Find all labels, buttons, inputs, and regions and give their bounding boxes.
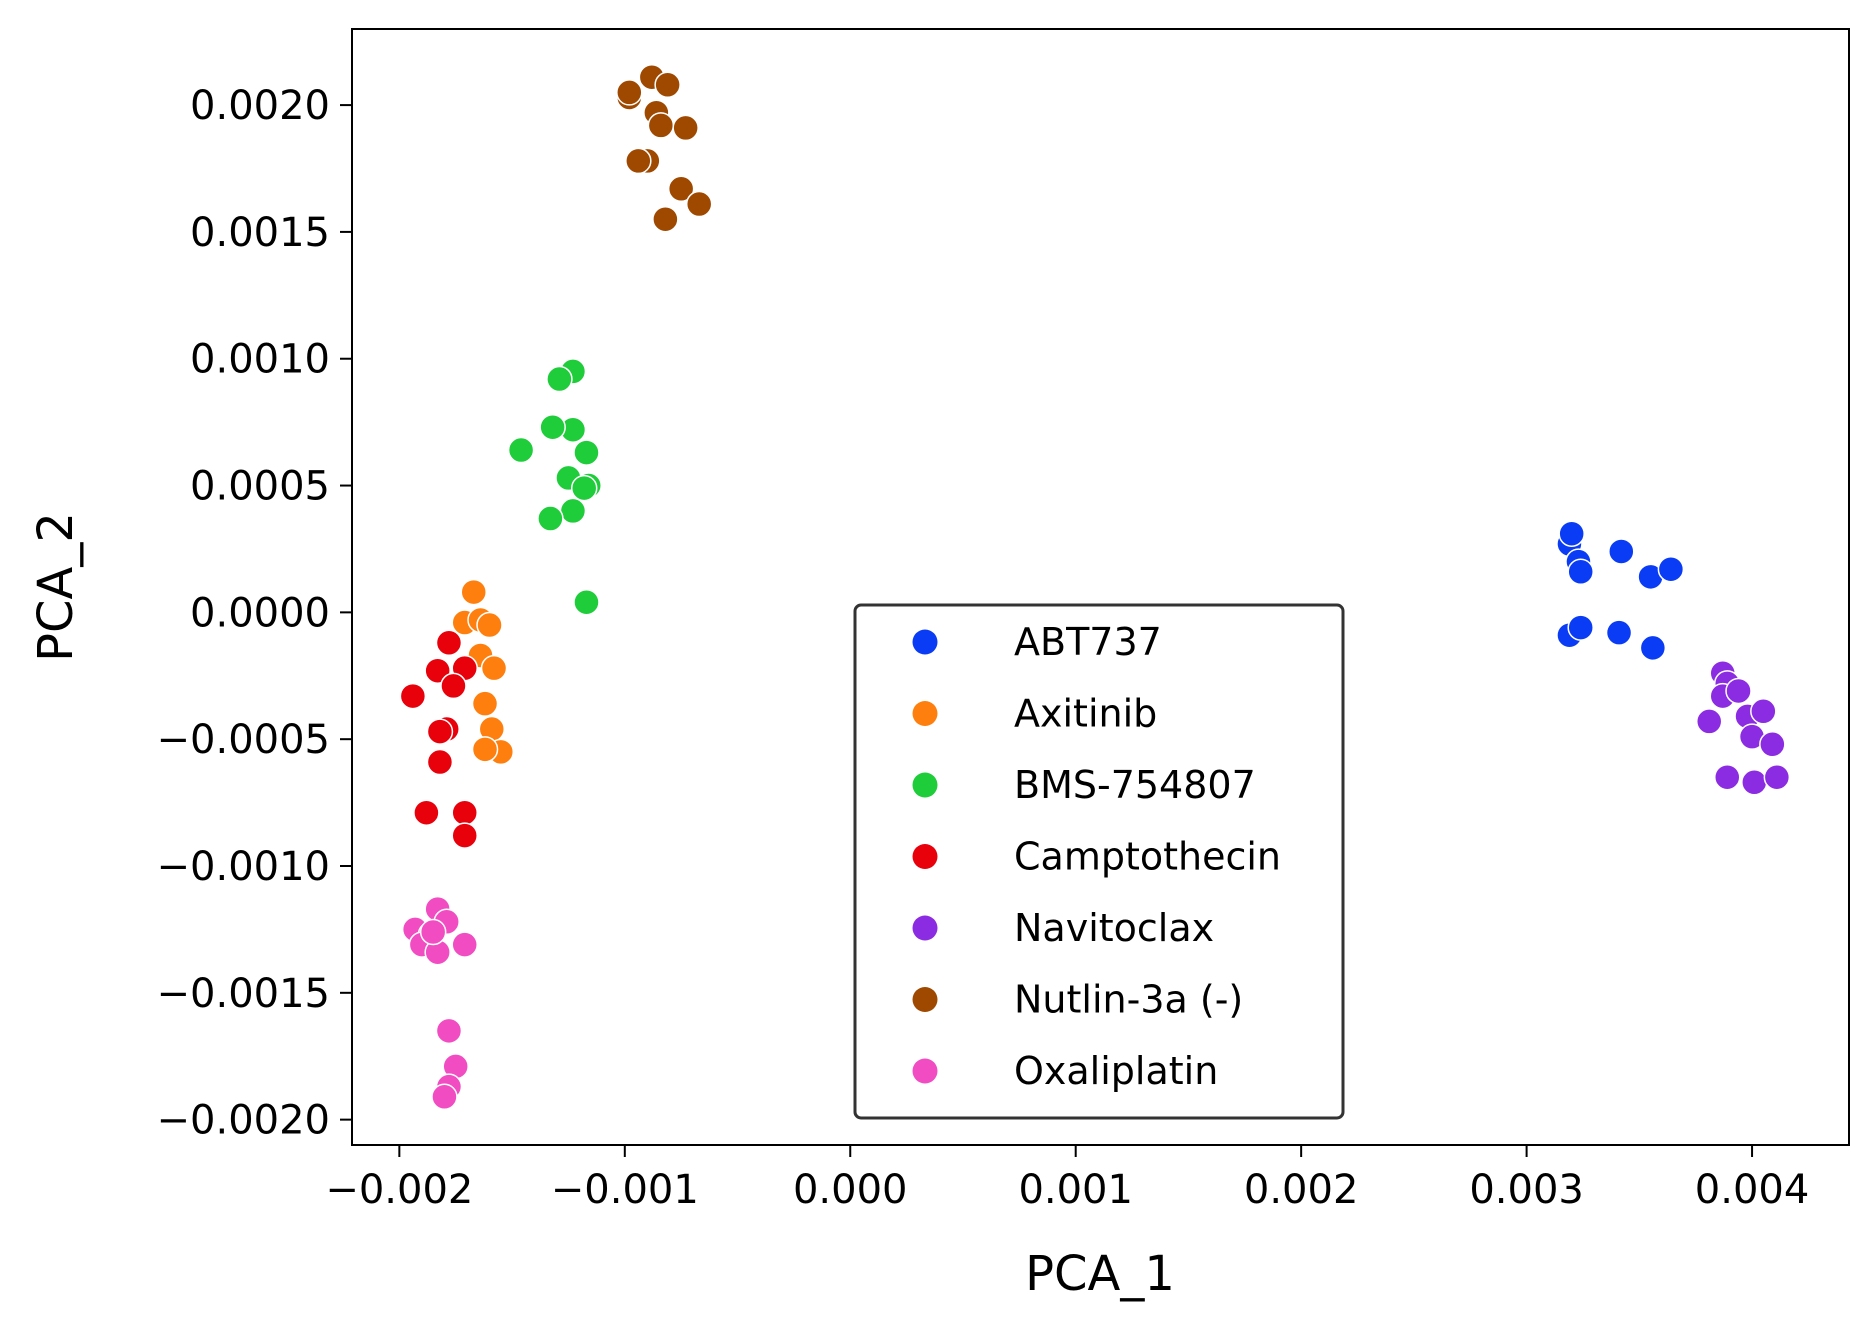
data-point bbox=[625, 147, 652, 175]
y-tick-label: 0.0000 bbox=[190, 590, 330, 636]
data-point bbox=[451, 799, 478, 826]
y-tick-label: −0.0020 bbox=[157, 1098, 330, 1144]
legend-label: ABT737 bbox=[1014, 620, 1162, 664]
data-point bbox=[507, 436, 535, 464]
data-point bbox=[1714, 763, 1741, 791]
series-2 bbox=[507, 358, 602, 616]
data-point bbox=[1567, 558, 1594, 586]
data-point bbox=[1605, 619, 1633, 646]
data-point bbox=[426, 748, 454, 776]
points-layer bbox=[399, 63, 1791, 1111]
legend-label: Camptothecin bbox=[1014, 835, 1281, 879]
data-point bbox=[451, 931, 478, 958]
y-tick-label: −0.0005 bbox=[157, 717, 330, 763]
data-point bbox=[685, 190, 713, 218]
legend-marker bbox=[912, 1058, 938, 1084]
data-point bbox=[1558, 520, 1585, 547]
data-point bbox=[413, 799, 440, 826]
legend: ABT737 Axitinib BMS-754807 Camptothecin Navi… bbox=[853, 603, 1345, 1120]
data-point bbox=[1695, 708, 1723, 735]
legend-marker bbox=[912, 629, 938, 655]
data-point bbox=[460, 578, 487, 606]
legend-box bbox=[853, 603, 1345, 1120]
series-0 bbox=[1556, 520, 1685, 662]
y-tick-label: 0.0010 bbox=[190, 337, 330, 383]
x-tick-label: −0.001 bbox=[551, 1167, 699, 1213]
data-point bbox=[616, 79, 643, 106]
data-point bbox=[476, 611, 503, 639]
data-point bbox=[652, 205, 679, 233]
data-point bbox=[1725, 677, 1752, 705]
series-6 bbox=[401, 895, 478, 1111]
data-point bbox=[440, 672, 467, 700]
data-point bbox=[480, 654, 508, 682]
data-point bbox=[559, 497, 587, 525]
data-point bbox=[1639, 634, 1667, 662]
x-tick-label: 0.000 bbox=[793, 1167, 908, 1213]
legend-label: BMS-754807 bbox=[1014, 763, 1256, 807]
series-3 bbox=[399, 629, 478, 849]
data-point bbox=[471, 690, 499, 717]
series-5 bbox=[616, 63, 713, 233]
legend-marker bbox=[912, 987, 938, 1012]
legend-label: Axitinib bbox=[1014, 692, 1157, 736]
legend-marker bbox=[912, 915, 938, 941]
y-tick-label: 0.0020 bbox=[190, 83, 330, 129]
legend-marker bbox=[912, 701, 938, 726]
legend-label: Nutlin-3a (-) bbox=[1014, 978, 1243, 1022]
data-point bbox=[431, 1083, 458, 1111]
legend-label: Navitoclax bbox=[1014, 906, 1214, 950]
data-point bbox=[537, 505, 564, 532]
x-axis-label: PCA_1 bbox=[1025, 1246, 1175, 1302]
data-point bbox=[672, 114, 699, 142]
y-tick-label: 0.0005 bbox=[190, 464, 330, 510]
data-point bbox=[1750, 698, 1777, 725]
data-point bbox=[570, 474, 598, 502]
data-point bbox=[1741, 769, 1768, 796]
plot-frame bbox=[351, 28, 1850, 1146]
data-point bbox=[539, 413, 566, 441]
data-point bbox=[1759, 731, 1786, 758]
x-tick-label: 0.002 bbox=[1244, 1167, 1359, 1213]
x-tick-label: 0.003 bbox=[1469, 1167, 1584, 1213]
data-point bbox=[419, 918, 447, 946]
x-tick-label: 0.004 bbox=[1695, 1167, 1810, 1213]
legend-items: ABT737 Axitinib BMS-754807 Camptothecin Navi… bbox=[912, 620, 1281, 1093]
legend-marker bbox=[912, 844, 938, 869]
y-axis-label: PCA_2 bbox=[28, 512, 84, 662]
data-point bbox=[1657, 555, 1685, 583]
data-point bbox=[426, 718, 454, 745]
x-tick-label: 0.001 bbox=[1018, 1167, 1133, 1213]
legend-marker bbox=[912, 772, 938, 798]
series-1 bbox=[451, 578, 515, 766]
data-point bbox=[471, 736, 499, 763]
y-tick-label: −0.0015 bbox=[157, 971, 330, 1017]
data-point bbox=[435, 629, 463, 657]
y-axis: 0.0020 0.0015 0.0010 0.0005 0.0000 −0.0005 −0.… bbox=[157, 83, 352, 1144]
y-tick-label: −0.0010 bbox=[157, 844, 330, 890]
data-point bbox=[667, 175, 695, 203]
data-point bbox=[546, 365, 573, 393]
data-point bbox=[647, 112, 675, 139]
series-4 bbox=[1695, 659, 1791, 796]
x-axis: −0.002 −0.001 0.000 0.001 0.002 0.003 0.004 bbox=[325, 1145, 1809, 1213]
data-point bbox=[1567, 614, 1594, 641]
legend-label: Oxaliplatin bbox=[1014, 1049, 1218, 1093]
data-point bbox=[654, 71, 681, 99]
data-point bbox=[1763, 763, 1791, 791]
y-tick-label: 0.0015 bbox=[190, 210, 330, 256]
data-point bbox=[451, 822, 478, 849]
data-point bbox=[573, 588, 600, 616]
data-point bbox=[1608, 538, 1635, 565]
data-point bbox=[435, 1017, 463, 1045]
data-point bbox=[399, 682, 427, 710]
data-point bbox=[573, 439, 600, 466]
x-tick-label: −0.002 bbox=[325, 1167, 473, 1213]
